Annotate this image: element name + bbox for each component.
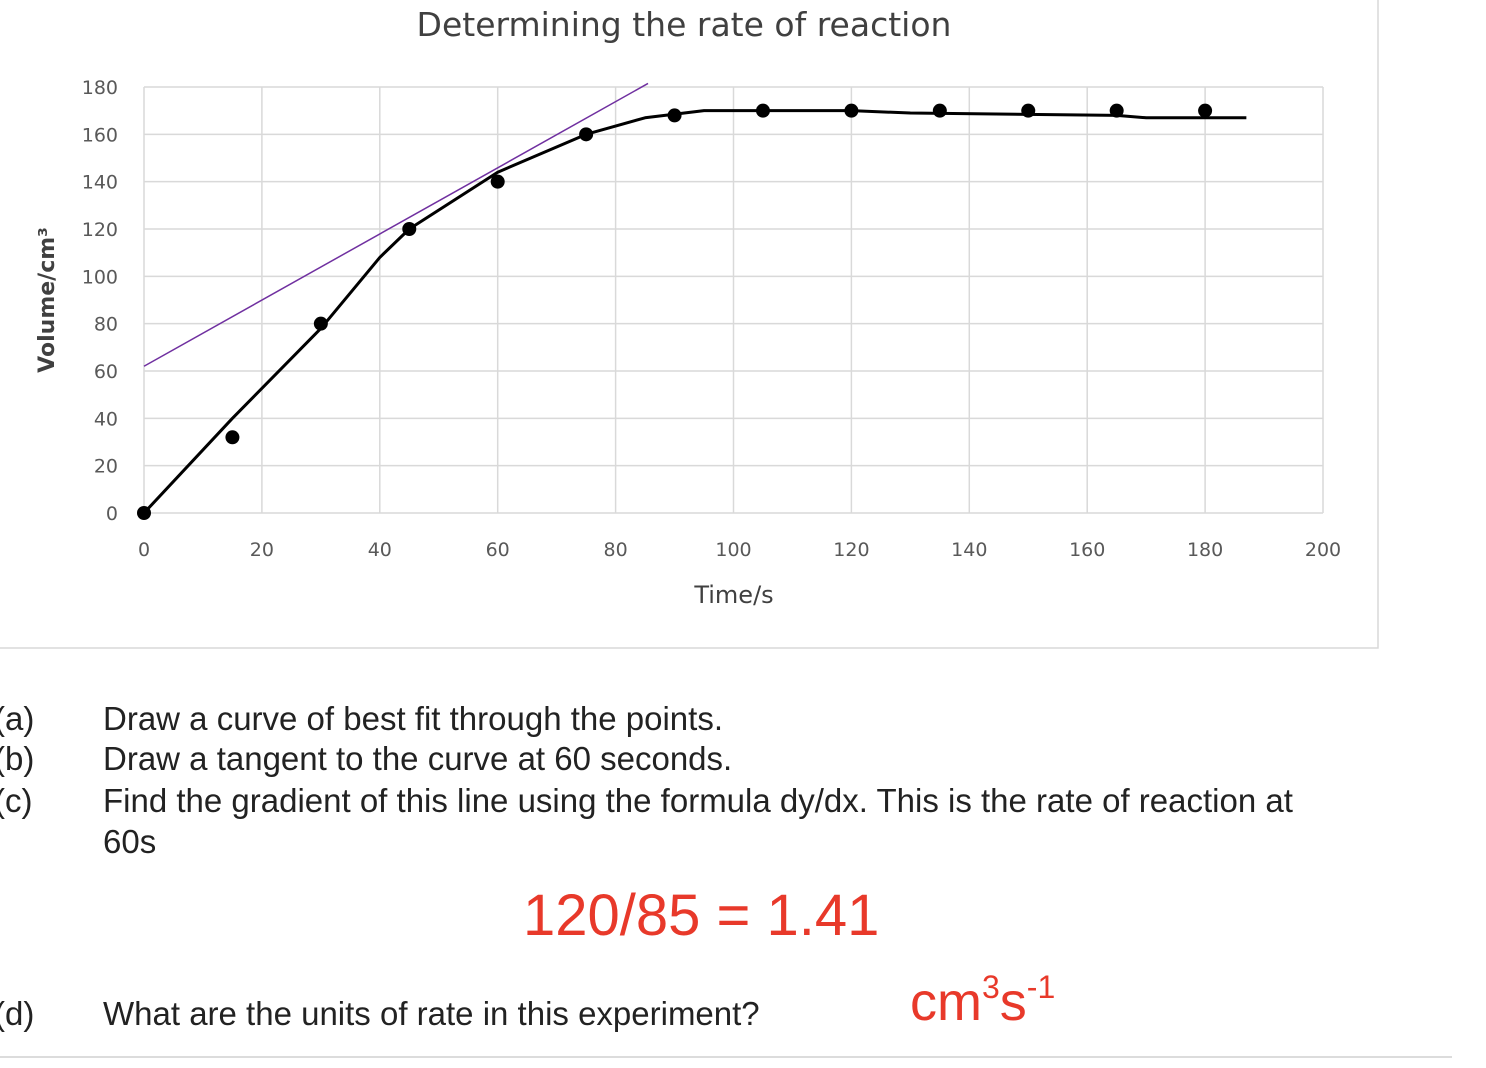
x-tick-label: 180: [1187, 539, 1223, 561]
x-axis-label: Time/s: [693, 581, 773, 609]
plot: 0 20 40 60 80 100 120 140 160 180 0 20 40 60 80 100 120 1…: [82, 77, 1341, 561]
x-tick-label: 100: [715, 539, 751, 561]
data-point: [1109, 103, 1124, 118]
question-text: Find the gradient of this line using the…: [103, 782, 1293, 819]
data-point: [225, 430, 240, 445]
question-label: (d): [0, 995, 34, 1032]
y-tick-label: 100: [82, 266, 118, 288]
unit-part: s: [1000, 972, 1027, 1032]
unit-sup: -1: [1027, 969, 1055, 1005]
y-axis-label: Volume/cm³: [35, 227, 60, 373]
y-tick-label: 180: [82, 77, 118, 99]
y-tick-label: 0: [106, 503, 118, 525]
data-point: [667, 108, 682, 123]
best-fit-curve: [142, 109, 1247, 515]
data-point: [932, 103, 947, 118]
question-text: What are the units of rate in this exper…: [103, 995, 760, 1032]
chart-frame: [0, 0, 1379, 649]
question-text: Draw a tangent to the curve at 60 second…: [103, 740, 732, 777]
question-label: (b): [0, 740, 34, 777]
chart-title: Determining the rate of reaction: [417, 5, 952, 44]
gradient-answer: 120/85 = 1.41: [523, 883, 879, 948]
x-tick-label: 160: [1069, 539, 1105, 561]
x-tick-label: 200: [1305, 539, 1341, 561]
data-point: [402, 222, 417, 236]
questions: (a) Draw a curve of best fit through the …: [0, 700, 1293, 1032]
y-tick-label: 80: [94, 314, 118, 336]
data-point: [490, 174, 505, 189]
y-tick-label: 140: [82, 172, 118, 194]
x-tick-label: 80: [604, 539, 628, 561]
x-tick-label: 140: [951, 539, 987, 561]
tangent-line: [143, 82, 649, 367]
unit-sup: 3: [982, 969, 1000, 1005]
y-tick-label: 160: [82, 124, 118, 146]
y-tick-label: 60: [94, 361, 118, 383]
units-answer: cm3s-1: [910, 969, 1055, 1032]
data-point: [579, 127, 594, 142]
unit-part: cm: [910, 972, 982, 1032]
data-point: [1021, 103, 1036, 118]
y-tick-label: 40: [94, 408, 118, 430]
question-text: Draw a curve of best fit through the poi…: [103, 700, 723, 737]
data-point: [313, 316, 328, 331]
x-tick-label: 0: [138, 539, 150, 561]
y-tick-label: 20: [94, 456, 118, 478]
data-point: [1198, 103, 1213, 118]
x-tick-label: 40: [368, 539, 392, 561]
question-text: 60s: [103, 823, 156, 860]
question-label: (c): [0, 782, 32, 819]
question-label: (a): [0, 700, 34, 737]
y-tick-label: 120: [82, 219, 118, 241]
x-tick-label: 20: [250, 539, 274, 561]
x-tick-label: 120: [833, 539, 869, 561]
data-point: [137, 506, 151, 520]
data-point: [844, 103, 859, 118]
data-point: [755, 103, 770, 118]
x-tick-label: 60: [486, 539, 510, 561]
